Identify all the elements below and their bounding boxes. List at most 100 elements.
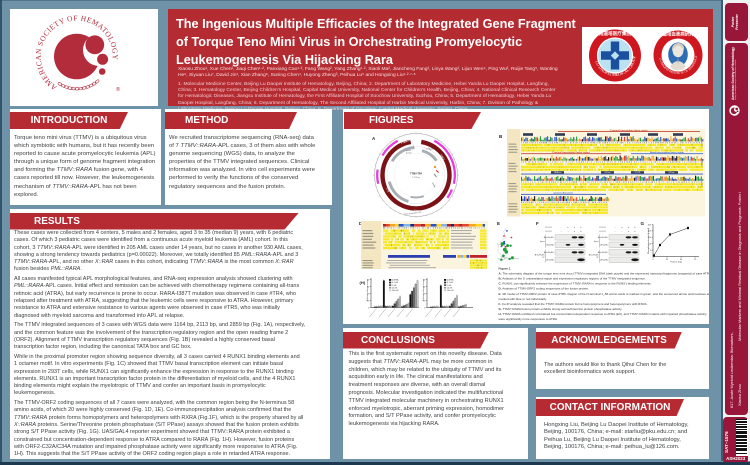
svg-text:+: + xyxy=(628,226,630,229)
svg-text:Relative luciferase activity: Relative luciferase activity xyxy=(422,279,425,301)
svg-text:A: A xyxy=(372,136,376,141)
svg-text:TTMV integrated DNA: TTMV integrated DNA xyxy=(404,210,423,216)
svg-text:GC box: GC box xyxy=(604,172,610,174)
svg-text:+: + xyxy=(634,226,636,229)
svg-text:+: + xyxy=(580,230,582,233)
svg-text:UTR: UTR xyxy=(385,187,390,193)
svg-text:0: 0 xyxy=(424,307,425,309)
svg-text:10: 10 xyxy=(423,300,425,302)
svg-text:0: 0 xyxy=(652,259,654,261)
svg-text:Anti-HA: Anti-HA xyxy=(546,244,554,247)
svg-text:Anti-FLAG: Anti-FLAG xyxy=(544,251,554,254)
svg-text:B. Analysis of the 5′ untransl: B. Analysis of the 5′ untranslated regio… xyxy=(499,277,646,281)
svg-text:10: 10 xyxy=(367,300,369,302)
svg-text:-: - xyxy=(622,230,623,233)
svg-text:F: F xyxy=(536,221,539,226)
svg-text:陆道培医疗集团: 陆道培医疗集团 xyxy=(599,30,632,37)
svg-text:IP: IP xyxy=(597,257,600,259)
svg-text:IP: IP xyxy=(543,257,546,259)
svg-text:+: + xyxy=(567,226,569,229)
svg-text:40: 40 xyxy=(423,279,425,281)
svg-text:Input: Input xyxy=(594,240,599,243)
svg-text:-: - xyxy=(615,230,616,233)
svg-text:-: - xyxy=(568,230,569,233)
svg-text:400: 400 xyxy=(648,224,652,226)
svg-text:30: 30 xyxy=(367,286,369,288)
svg-text:▮ intron: ▮ intron xyxy=(406,152,412,155)
svg-text:breakpoint: breakpoint xyxy=(426,148,434,151)
svg-text:Anti-FLAG: Anti-FLAG xyxy=(544,236,554,239)
svg-text:Proximal transcription factor: Proximal transcription factor region xyxy=(552,151,590,154)
svg-text:+: + xyxy=(621,226,623,229)
svg-text:Anti-FLAG: Anti-FLAG xyxy=(535,254,545,257)
svg-text:Anti-FLAG: Anti-FLAG xyxy=(598,251,608,254)
svg-text:Anti-HA: Anti-HA xyxy=(546,259,554,262)
svg-text:20: 20 xyxy=(423,293,425,295)
svg-text:75: 75 xyxy=(694,259,697,261)
svg-text:were significantly more respon: were significantly more responsive to AT… xyxy=(499,317,559,321)
svg-text:GC box: GC box xyxy=(668,172,674,174)
svg-text:5' UTR: 5' UTR xyxy=(635,172,641,174)
svg-text:Basal transcription factor reg: Basal transcription factor region xyxy=(650,151,684,154)
svg-text:+: + xyxy=(628,230,630,233)
svg-text:E. 3D model of TTMV-ORF2 prote: E. 3D model of TTMV-ORF2 protein of case… xyxy=(499,292,710,296)
svg-text:H. TTMV::RARA exhibited constr: H. TTMV::RARA exhibited constrained but … xyxy=(499,312,708,316)
svg-text:+: + xyxy=(634,230,636,233)
svg-text:B: B xyxy=(499,134,503,139)
svg-text:-: - xyxy=(615,226,616,229)
svg-text:Anti-HA: Anti-HA xyxy=(600,259,608,262)
svg-text:100: 100 xyxy=(648,244,652,246)
svg-text:0.1 nM: 0.1 nM xyxy=(447,282,453,284)
svg-text:(H): (H) xyxy=(360,280,366,285)
svg-text:0 ATRA: 0 ATRA xyxy=(447,279,454,282)
svg-text:1 nM: 1 nM xyxy=(392,285,397,287)
svg-text:RARA: RARA xyxy=(431,182,437,189)
svg-text:TTMV-TR4: TTMV-TR4 xyxy=(400,137,414,145)
svg-text:1 nM: 1 nM xyxy=(447,285,452,287)
svg-text:30: 30 xyxy=(423,286,425,288)
svg-text:marked with blue or red indivi: marked with blue or red individually. xyxy=(499,297,547,301)
svg-text:100 nM: 100 nM xyxy=(447,290,454,292)
svg-text:+: + xyxy=(574,226,576,229)
svg-text:+: + xyxy=(574,230,576,233)
svg-text:Anti-HA: Anti-HA xyxy=(600,244,608,247)
svg-text:Input: Input xyxy=(540,240,545,243)
svg-text:25: 25 xyxy=(666,259,669,261)
svg-text:200: 200 xyxy=(648,237,652,239)
svg-text:50: 50 xyxy=(680,259,683,261)
svg-text:G. TTMV::RARA fusion protein e: G. TTMV::RARA fusion protein exhibits st… xyxy=(499,307,623,311)
svg-text:RARA: RARA xyxy=(414,209,421,212)
svg-text:100 nM: 100 nM xyxy=(392,290,399,292)
svg-text:D. Analysis of TTMV-ORF2 codin: D. Analysis of TTMV-ORF2 coding sequence… xyxy=(499,287,590,291)
svg-text:▮ exon: ▮ exon xyxy=(406,149,411,152)
svg-text:10 nM: 10 nM xyxy=(392,287,398,289)
svg-text:general ribosomal: general ribosomal xyxy=(554,192,573,194)
svg-text:0: 0 xyxy=(368,307,369,309)
svg-text:20: 20 xyxy=(367,293,369,295)
svg-text:-: - xyxy=(561,230,562,233)
svg-text:Protein (ng): Protein (ng) xyxy=(670,261,682,264)
svg-text:®: ® xyxy=(116,86,120,93)
svg-text:-: - xyxy=(561,226,562,229)
svg-text:陆道培血液病研究院: 陆道培血液病研究院 xyxy=(658,31,698,38)
svg-text:0 ATRA: 0 ATRA xyxy=(392,279,399,282)
svg-text:Proximal transcription factor: Proximal transcription factor region xyxy=(610,129,648,132)
svg-text:C. RUNX1 can significantly enh: C. RUNX1 can significantly enhance the e… xyxy=(499,282,652,286)
svg-text:Relative luciferase activity: Relative luciferase activity xyxy=(366,279,369,301)
svg-text:TATA box: TATA box xyxy=(554,171,562,174)
svg-text:40: 40 xyxy=(367,279,369,281)
svg-text:G: G xyxy=(641,221,645,226)
svg-text:10 nM: 10 nM xyxy=(447,287,453,289)
svg-text:Figure 1.: Figure 1. xyxy=(499,267,512,271)
svg-text:0.1 nM: 0.1 nM xyxy=(392,282,398,284)
svg-text:+: + xyxy=(580,226,582,229)
svg-text:300: 300 xyxy=(648,231,652,233)
svg-text:Anti-FLAG: Anti-FLAG xyxy=(598,236,608,239)
svg-text:Phosphate released (pmol): Phosphate released (pmol) xyxy=(647,228,650,255)
svg-text:0: 0 xyxy=(650,250,652,252)
svg-text:A. The schematic diagram of th: A. The schematic diagram of the torque t… xyxy=(499,272,710,276)
svg-text:F. Co-IP analysis revealed tha: F. Co-IP analysis revealed that the TTMV… xyxy=(499,302,648,306)
svg-text:E: E xyxy=(497,221,500,226)
svg-text:TTMV-TR4: TTMV-TR4 xyxy=(410,173,422,176)
svg-text:Anti-FLAG: Anti-FLAG xyxy=(589,254,599,257)
